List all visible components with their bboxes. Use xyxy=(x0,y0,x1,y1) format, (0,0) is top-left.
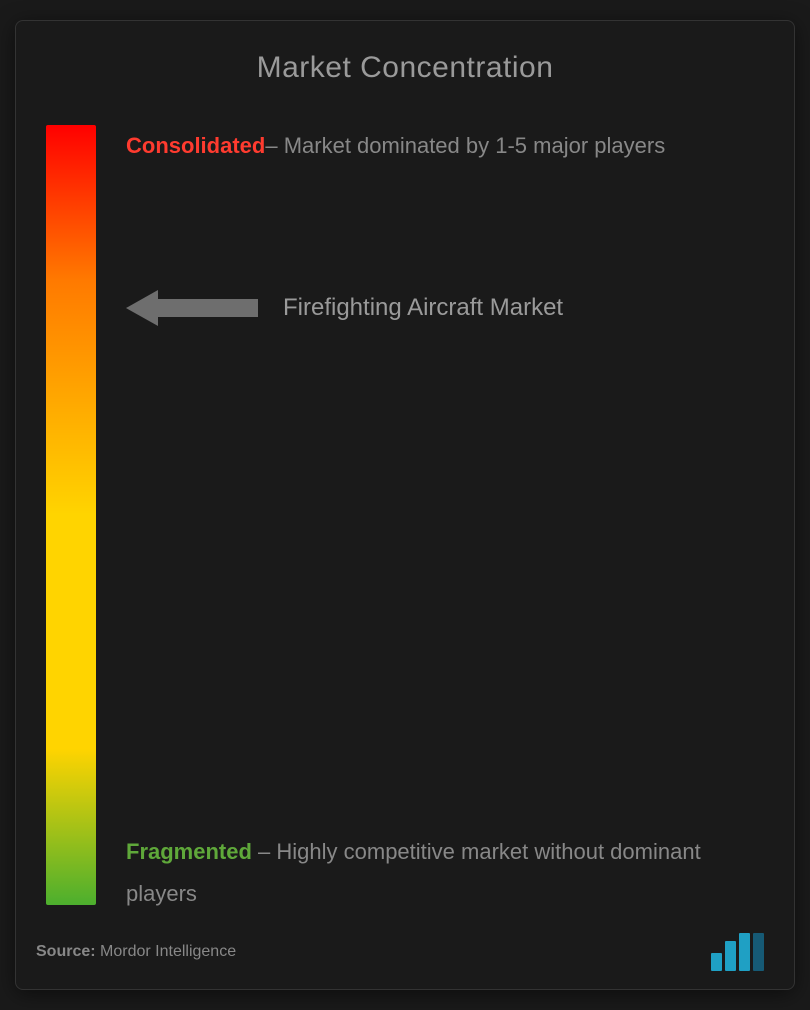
concentration-gradient-bar xyxy=(46,125,96,905)
footer: Source: Mordor Intelligence xyxy=(36,933,764,971)
arrow-shaft xyxy=(158,299,258,317)
labels-area: Consolidated– Market dominated by 1-5 ma… xyxy=(126,125,764,905)
chart-content: Consolidated– Market dominated by 1-5 ma… xyxy=(46,125,764,905)
fragmented-term: Fragmented xyxy=(126,839,252,864)
logo-bar xyxy=(725,941,736,971)
market-pointer-row: Firefighting Aircraft Market xyxy=(126,290,563,326)
logo-bar xyxy=(711,953,722,971)
consolidated-description: – Market dominated by 1-5 major players xyxy=(265,133,665,158)
source-text: Source: Mordor Intelligence xyxy=(36,943,236,961)
chart-title: Market Concentration xyxy=(46,51,764,85)
source-value: Mordor Intelligence xyxy=(96,943,237,960)
market-name-label: Firefighting Aircraft Market xyxy=(283,294,563,322)
market-concentration-card: Market Concentration Consolidated– Marke… xyxy=(15,20,795,990)
logo-bar xyxy=(739,933,750,971)
mordor-logo-icon xyxy=(711,933,764,971)
consolidated-term: Consolidated xyxy=(126,133,265,158)
arrow-head xyxy=(126,290,158,326)
logo-bar xyxy=(753,933,764,971)
fragmented-label: Fragmented – Highly competitive market w… xyxy=(126,831,764,915)
consolidated-label: Consolidated– Market dominated by 1-5 ma… xyxy=(126,125,665,167)
source-label: Source: xyxy=(36,943,96,960)
arrow-icon xyxy=(126,290,258,326)
